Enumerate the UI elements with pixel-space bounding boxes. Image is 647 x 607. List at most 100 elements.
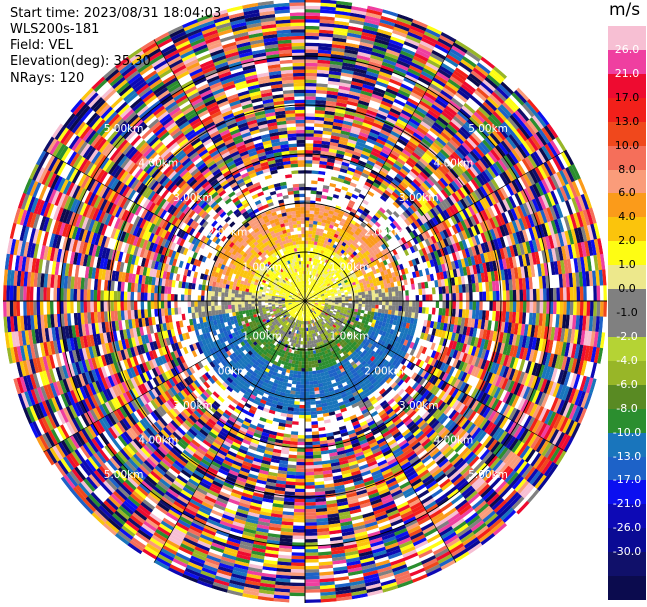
ppi-gate bbox=[429, 465, 441, 475]
ppi-gate bbox=[330, 330, 335, 335]
ppi-gate bbox=[505, 452, 517, 466]
ppi-gate bbox=[480, 507, 494, 521]
ppi-gate bbox=[324, 317, 329, 322]
ppi-gate bbox=[388, 301, 393, 306]
ppi-gate bbox=[505, 406, 515, 419]
ppi-gate bbox=[311, 301, 316, 303]
ppi-gate bbox=[448, 452, 460, 464]
ppi-gate bbox=[399, 381, 407, 389]
ppi-gate bbox=[378, 329, 384, 336]
ppi-gate bbox=[478, 310, 483, 320]
ppi-gate bbox=[369, 339, 375, 345]
ppi-gate bbox=[394, 310, 399, 316]
ppi-gate bbox=[459, 446, 470, 458]
ppi-gate bbox=[546, 301, 550, 315]
ppi-gate bbox=[433, 470, 445, 481]
ppi-gate bbox=[535, 350, 542, 364]
ppi-gate bbox=[518, 428, 529, 442]
ppi-gate bbox=[291, 427, 299, 432]
ppi-gate bbox=[357, 379, 365, 386]
ppi-gate bbox=[357, 345, 363, 351]
ppi-gate bbox=[423, 340, 430, 349]
ppi-gate bbox=[377, 422, 386, 429]
ppi-gate bbox=[420, 339, 427, 347]
ppi-gate bbox=[482, 393, 491, 406]
ppi-gate bbox=[489, 301, 493, 312]
ppi-gate bbox=[433, 453, 445, 463]
ppi-gate bbox=[289, 595, 305, 600]
ppi-gate bbox=[522, 386, 531, 400]
ppi-gate bbox=[319, 308, 323, 312]
ppi-gate bbox=[325, 322, 329, 326]
ppi-gate bbox=[340, 343, 346, 348]
ppi-gate bbox=[541, 338, 547, 353]
ppi-gate bbox=[428, 301, 433, 308]
ppi-gate bbox=[352, 371, 359, 378]
ppi-gate bbox=[384, 332, 390, 338]
ppi-gate bbox=[461, 534, 477, 547]
ppi-gate bbox=[516, 383, 525, 397]
ppi-gate bbox=[555, 314, 560, 328]
ppi-gate bbox=[516, 443, 528, 458]
ppi-gate bbox=[465, 309, 470, 319]
ppi-gate bbox=[530, 452, 542, 467]
ppi-gate bbox=[513, 425, 523, 439]
ppi-gate bbox=[493, 320, 499, 332]
ppi-gate bbox=[492, 427, 502, 440]
ppi-gate bbox=[437, 315, 442, 323]
ppi-gate bbox=[300, 388, 305, 392]
ppi-gate bbox=[516, 301, 520, 313]
ppi-gate bbox=[422, 400, 431, 409]
ppi-gate bbox=[308, 367, 313, 372]
ppi-gate bbox=[544, 339, 551, 353]
ppi-gate bbox=[304, 508, 317, 513]
ppi-gate bbox=[529, 301, 534, 314]
ppi-gate bbox=[420, 369, 428, 378]
ppi-gate bbox=[442, 417, 452, 427]
ppi-gate bbox=[337, 328, 342, 333]
ppi-gate bbox=[311, 434, 320, 439]
ppi-gate bbox=[304, 478, 315, 483]
ppi-gate bbox=[452, 358, 459, 369]
ppi-gate bbox=[409, 341, 415, 349]
ppi-gate bbox=[380, 390, 389, 398]
ppi-gate bbox=[395, 420, 405, 429]
ppi-gate bbox=[560, 356, 568, 371]
ppi-gate bbox=[496, 388, 505, 401]
ppi-gate bbox=[394, 395, 403, 404]
ppi-gate bbox=[324, 327, 329, 331]
ppi-gate bbox=[519, 445, 531, 460]
ppi-gate bbox=[493, 400, 503, 412]
ppi-gate bbox=[340, 338, 346, 344]
ppi-gate bbox=[354, 320, 359, 325]
ppi-gate bbox=[341, 302, 346, 306]
ppi-gate bbox=[519, 482, 532, 497]
ppi-gate bbox=[387, 398, 395, 406]
ppi-gate bbox=[464, 363, 472, 374]
ppi-gate bbox=[529, 470, 542, 485]
ppi-gate bbox=[479, 433, 490, 445]
ppi-gate bbox=[361, 339, 367, 345]
ppi-gate bbox=[414, 430, 425, 440]
ppi-gate bbox=[383, 313, 388, 319]
ppi-gate bbox=[392, 431, 402, 439]
ppi-gate bbox=[432, 386, 441, 396]
ppi-gate bbox=[478, 464, 490, 477]
ppi-gate bbox=[389, 372, 397, 380]
ppi-gate bbox=[460, 334, 466, 344]
ppi-gate bbox=[411, 364, 419, 373]
ppi-gate bbox=[385, 301, 389, 306]
ppi-gate bbox=[298, 414, 305, 419]
ppi-gate bbox=[451, 340, 458, 350]
ppi-gate bbox=[308, 302, 312, 304]
ppi-gate bbox=[474, 356, 481, 368]
ppi-gate bbox=[518, 335, 524, 348]
ppi-gate bbox=[525, 348, 532, 362]
ppi-gate bbox=[534, 391, 544, 405]
ppi-gate bbox=[463, 537, 479, 549]
ppi-gate bbox=[372, 380, 380, 388]
ppi-gate bbox=[320, 312, 325, 316]
ppi-gate bbox=[554, 340, 561, 355]
ppi-gate bbox=[502, 509, 517, 524]
ppi-gate bbox=[405, 450, 416, 459]
